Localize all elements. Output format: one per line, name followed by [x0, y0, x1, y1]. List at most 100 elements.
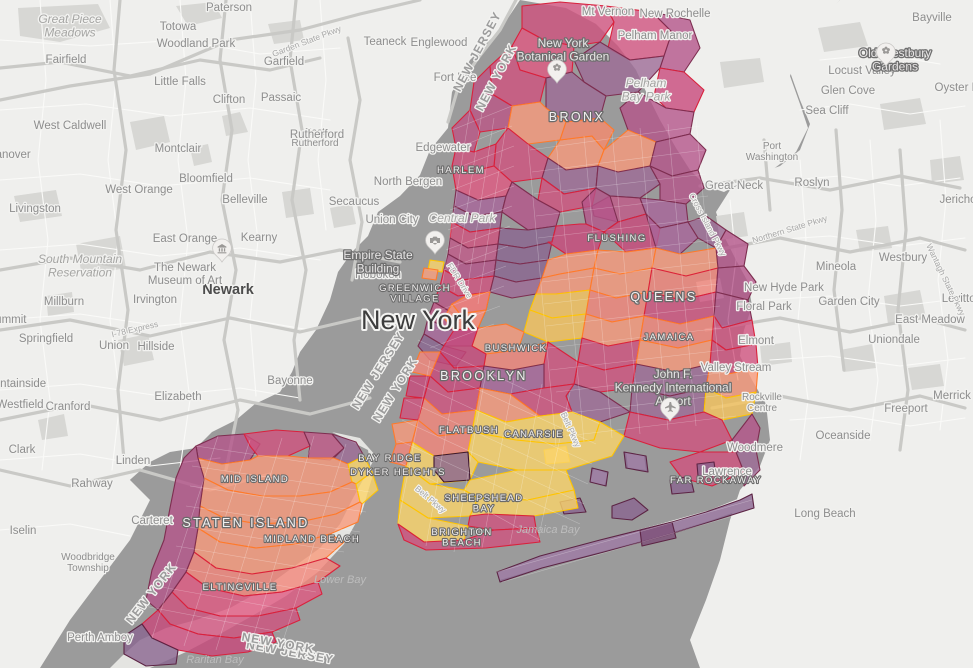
choropleth-layer[interactable]: [123, 1, 761, 667]
city-label-9: Montclair: [155, 143, 202, 155]
neighborhood-label-4: GREENWICH VILLAGE: [379, 283, 451, 305]
city-label-36: Union City: [365, 214, 418, 226]
city-label-27: Linden: [116, 455, 151, 467]
road-network: [0, 0, 967, 537]
neighborhood-label-5: FLATBUSH: [439, 425, 499, 436]
poi-pin-markers[interactable]: [212, 42, 896, 422]
park-layer: [14, 2, 964, 440]
poi-labels[interactable]: New York Botanical Garden The Newark Museum…: [147, 35, 933, 409]
poi-label-3[interactable]: John F.Kennedy InternationalAirport: [613, 366, 732, 409]
city-label-24: Westfield: [0, 399, 44, 411]
neighborhood-label-11: MID ISLAND: [221, 474, 289, 485]
city-label-22: Summit: [0, 314, 27, 326]
city-label-32: Woodbridge Township: [61, 552, 115, 574]
poi-label-0[interactable]: New York Botanical Garden: [515, 35, 610, 65]
city-label-34: Secaucus: [329, 196, 380, 208]
city-label-56: Jericho: [939, 194, 973, 206]
major-city-label-1: Newark: [202, 282, 255, 298]
city-label-64: Floral Park: [736, 301, 792, 313]
city-label-7: Fairfield: [46, 54, 87, 66]
borough-label-queens: QUEENS: [630, 290, 697, 304]
city-label-70: Freeport: [884, 403, 928, 415]
city-label-58: Mineola: [816, 261, 857, 273]
choropleth-region-brooklyn[interactable]: [389, 291, 625, 551]
city-label-73: Valley Stream: [701, 362, 772, 374]
park-label-4: Lower Bay: [314, 574, 367, 586]
city-label-52: Glen Cove: [821, 85, 875, 97]
neighborhood-label-1: FLUSHING: [587, 233, 646, 244]
neighborhood-label-0: HARLEM: [437, 165, 485, 176]
poi-pin-museum-icon[interactable]: [212, 238, 232, 263]
city-label-65: Elmont: [738, 335, 775, 347]
poi-label-2[interactable]: Empire State Building: [342, 247, 414, 277]
city-label-5: Woodland Park: [157, 38, 236, 50]
city-label-68: Rockville Centre: [742, 392, 782, 414]
city-label-51: Locust Valley: [828, 65, 896, 77]
park-label-1: South Mountain Reservation: [38, 252, 122, 279]
city-label-57: Port Washington: [746, 141, 798, 163]
neighborhood-labels: HARLEM FLUSHING JAMAICA BUSHWICK GREENWICH VI…: [201, 163, 761, 593]
neighborhood-label-3: BUSHWICK: [485, 343, 547, 354]
city-label-35: North Bergen: [374, 176, 442, 188]
neighborhood-label-9: BAY RIDGE: [358, 453, 421, 464]
city-label-44: Rutherford: [290, 129, 344, 141]
city-label-69: Oceanside: [816, 430, 871, 442]
city-label-11: Belleville: [222, 194, 267, 206]
neighborhood-label-6: CANARSIE: [504, 429, 564, 440]
city-label-28: Rahway: [71, 478, 113, 490]
city-label-41: Fort Lee: [434, 72, 477, 84]
park-label-0: Great Piece Meadows: [38, 12, 102, 39]
city-label-61: East Meadow: [895, 314, 965, 326]
city-label-62: Uniondale: [868, 334, 920, 346]
city-label-3: Garfield: [264, 56, 304, 68]
city-label-14: Hanover: [0, 149, 31, 161]
choropleth-region-staten-island[interactable]: [123, 429, 379, 667]
city-label-18: Millburn: [44, 296, 84, 308]
city-label-66: Lawrence: [702, 466, 752, 478]
borough-labels: BRONX QUEENS BROOKLYN STATEN ISLAND: [181, 109, 697, 532]
city-label-40: Englewood: [411, 37, 468, 49]
garden-icon: [882, 46, 890, 54]
choropleth-region-queens[interactable]: [496, 187, 761, 583]
borough-label-bronx: BRONX: [549, 110, 605, 124]
street-grid-overlay: [143, 105, 755, 651]
city-label-30: Iselin: [10, 525, 37, 537]
city-label-12: West Orange: [105, 184, 173, 196]
pin-body: [876, 42, 896, 67]
city-label-17: Irvington: [133, 294, 177, 306]
choropleth-region-bronx[interactable]: [469, 1, 707, 229]
neighborhood-label-2: JAMAICA: [644, 332, 695, 343]
poi-label-1[interactable]: The Newark Museum of Art: [147, 261, 225, 289]
city-label-60: Garden City: [818, 296, 880, 308]
city-label-74: Levittown: [942, 293, 973, 305]
poi-pin-camera-icon[interactable]: [425, 230, 445, 255]
city-label-38: Bayonne: [267, 375, 312, 387]
city-label-29: Clark: [9, 444, 36, 456]
city-label-0: Paterson: [206, 2, 252, 14]
city-label-4: Totowa: [160, 21, 197, 33]
city-label-16: Kearny: [241, 232, 278, 244]
city-label-31: Carteret: [131, 515, 173, 527]
city-label-23: Mountainside: [0, 378, 46, 390]
city-label-43: East Rutherford: [291, 127, 338, 149]
city-label-63: New Hyde Park: [744, 282, 824, 294]
neighborhood-label-13: ELTINGVILLE: [203, 582, 278, 593]
city-label-15: East Orange: [153, 233, 218, 245]
neighborhood-label-10: DYKER HEIGHTS: [350, 467, 446, 478]
city-label-47: Pelham Manor: [618, 30, 693, 42]
city-label-13: Livingston: [9, 203, 61, 215]
poi-pin-garden-icon[interactable]: [876, 42, 896, 67]
city-label-46: New Rochelle: [640, 8, 711, 20]
borough-label-brooklyn: BROOKLYN: [440, 369, 528, 383]
poi-pin-flower-icon[interactable]: [547, 59, 567, 84]
choropleth-region-manhattan[interactable]: [417, 109, 561, 367]
city-label-37: Hoboken: [355, 269, 401, 281]
neighborhood-label-12: MIDLAND BEACH: [264, 534, 360, 545]
flower-icon: [553, 63, 561, 71]
poi-pin-airport-icon[interactable]: [660, 397, 680, 422]
museum-icon: [217, 244, 227, 254]
city-label-49: Roslyn: [794, 177, 829, 189]
city-label-42: Edgewater: [416, 142, 471, 154]
